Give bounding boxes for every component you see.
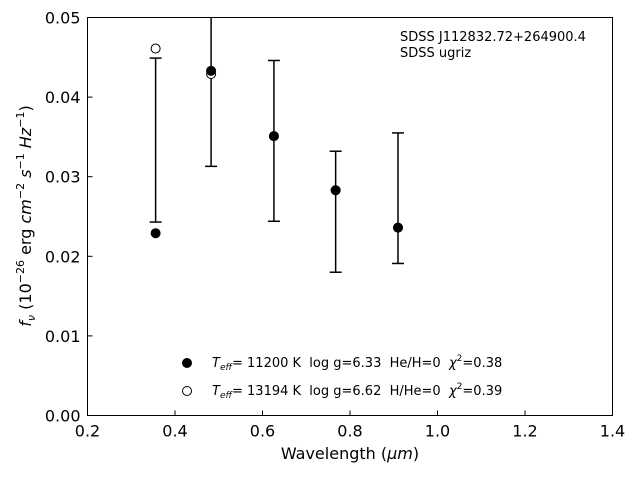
data-point-open [150,43,161,54]
legend-label-series-1: Teff= 11200 K log g=6.33 He/H=0 χ2=0.38 [212,354,502,373]
annotation-object-name: SDSS J112832.72+264900.4 [400,30,586,45]
data-layer [149,17,404,273]
x-tick-label: 1.2 [512,422,537,441]
annotation-filter-set: SDSS ugriz [400,46,471,61]
data-point-filled [150,228,161,239]
x-axis-label: Wavelength (μm) [281,444,419,463]
x-tick-label: 0.6 [250,422,275,441]
x-tick-label: 0.4 [162,422,187,441]
axis-ticks: 0.2 0.4 0.6 0.8 1.0 1.2 1.4 0.00 0.01 0.02 0.03 0.0… [45,9,625,441]
y-tick-label: 0.04 [45,88,81,107]
y-axis-label: fν (10−26 erg cm−2 s−1 Hz−1) [14,105,38,326]
x-tick-label: 0.8 [337,422,362,441]
data-point-filled [392,222,403,233]
x-tick-label: 1.4 [600,422,625,441]
x-tick-label: 1.0 [425,422,450,441]
y-tick-label: 0.03 [45,168,81,187]
legend-marker-open [182,386,192,396]
y-tick-label: 0.00 [45,407,81,426]
y-tick-label: 0.01 [45,327,81,346]
x-tick-label: 0.2 [75,422,100,441]
legend-label-series-2: Teff= 13194 K log g=6.62 H/He=0 χ2=0.39 [212,382,502,401]
legend: Teff= 11200 K log g=6.33 He/H=0 χ2=0.38 … [182,354,502,401]
data-point-filled [330,185,341,196]
data-point-filled [268,131,279,142]
legend-marker-filled [182,358,192,368]
data-point-filled [206,65,217,76]
y-tick-label: 0.05 [45,9,81,28]
y-tick-label: 0.02 [45,247,81,266]
